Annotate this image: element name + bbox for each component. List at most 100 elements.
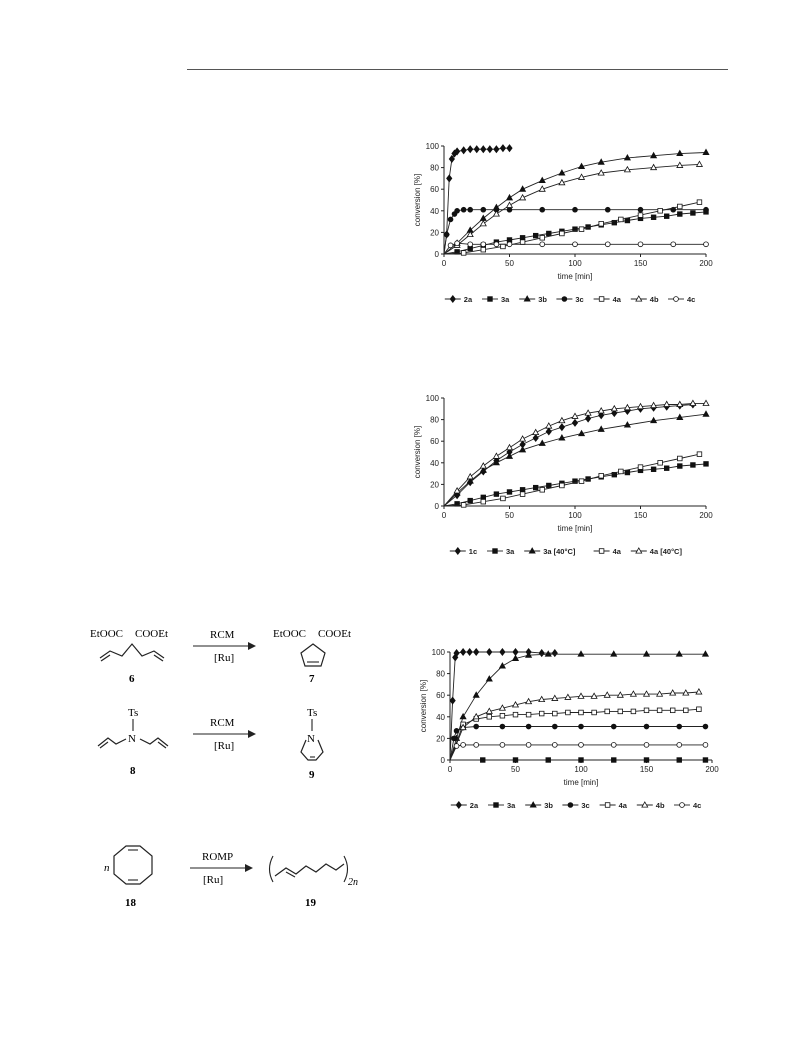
arrowhead-1 (248, 642, 256, 650)
data-point (493, 241, 500, 248)
scheme-rcm-8-9: Ts N 8 RCM [Ru] Ts N 9 (97, 707, 324, 780)
data-point (460, 742, 466, 748)
data-point (623, 421, 631, 428)
legend-marker (487, 296, 493, 302)
catalyst-label-1: [Ru] (214, 652, 234, 664)
series-line (443, 152, 707, 255)
data-point (695, 688, 703, 695)
data-point (676, 149, 684, 157)
data-point (703, 461, 709, 467)
data-point (702, 723, 709, 730)
legend-label: 1c (469, 547, 477, 556)
y-axis-label: conversion [%] (413, 174, 422, 226)
data-point (597, 407, 605, 414)
data-point (466, 472, 474, 480)
legend-label: 3a (506, 547, 515, 556)
data-point (624, 217, 631, 224)
series-line (443, 404, 693, 507)
compound-label-18: 18 (125, 897, 137, 909)
conversion-chart-2: 0 20 40 60 80 100 0 50 100 150 200 time [min] conver… (404, 388, 724, 573)
x-tick-label: 100 (574, 765, 588, 774)
data-point (578, 478, 585, 484)
data-point (656, 690, 664, 697)
data-point (564, 693, 572, 700)
data-point (677, 455, 683, 462)
data-point (670, 241, 677, 248)
data-point (460, 206, 467, 213)
data-point (446, 174, 453, 183)
legend-marker (528, 547, 536, 554)
data-point (598, 473, 604, 479)
data-point (683, 707, 689, 714)
legend-marker (493, 802, 499, 808)
data-point (663, 400, 671, 407)
data-point (479, 219, 487, 227)
data-point (532, 428, 540, 436)
data-point (485, 675, 493, 682)
legend-item-4a: 4a (593, 295, 622, 304)
chart-2-svg: 0 20 40 60 80 100 0 50 100 150 200 time [min] conver… (413, 394, 713, 556)
series-line (449, 653, 706, 761)
legend-item-4b: 4b (630, 295, 659, 304)
legend-item-2a: 2a (444, 294, 473, 304)
legend-marker (449, 294, 456, 304)
y-tick-label: 100 (432, 648, 446, 657)
data-point (493, 491, 500, 497)
data-point (499, 713, 506, 719)
bracket-right-19 (343, 855, 349, 883)
data-point (538, 185, 546, 192)
y-tick-label: 0 (441, 756, 446, 765)
x-tick-label: 200 (699, 259, 713, 268)
data-point (519, 185, 527, 192)
y-tick-label: 100 (426, 394, 440, 403)
data-point (578, 742, 584, 748)
scheme-romp-18-19: n 18 ROMP [Ru] 2n 19 (104, 845, 358, 909)
data-point (636, 402, 645, 410)
legend-label: 3a (501, 295, 510, 304)
data-point (480, 757, 486, 763)
data-point (590, 692, 598, 699)
data-point (538, 649, 545, 658)
data-point (675, 650, 683, 657)
data-point (519, 435, 527, 442)
data-point (511, 654, 520, 661)
data-point (650, 401, 658, 409)
data-point (702, 742, 709, 748)
data-point (618, 216, 624, 223)
legend-label: 2a (470, 801, 479, 810)
data-point (610, 650, 618, 657)
data-point (657, 460, 663, 466)
conversion-chart-3: 0 20 40 60 80 100 0 50 100 150 200 time [min] conver… (410, 642, 730, 827)
data-point (546, 482, 552, 489)
legend-label: 4a [40°C] (650, 547, 683, 556)
polymer-chain-19 (274, 863, 345, 877)
data-point (532, 433, 539, 443)
series-4b (449, 688, 703, 761)
data-point (696, 451, 703, 457)
series-line (443, 201, 700, 255)
data-point (690, 462, 696, 468)
legend-item-3c: 3c (562, 801, 590, 810)
data-point (453, 486, 461, 494)
data-point (486, 714, 492, 720)
data-point (676, 757, 682, 763)
data-point (492, 210, 500, 217)
data-point (539, 241, 546, 248)
data-point (565, 709, 571, 716)
legend-item-4b: 4b (636, 801, 665, 810)
substituent-left-7: EtOOC (273, 628, 306, 640)
data-point (480, 241, 487, 248)
data-point (551, 649, 558, 658)
data-point (577, 692, 585, 699)
y-tick-label: 60 (430, 437, 439, 446)
series-line (443, 147, 510, 255)
data-point (597, 169, 605, 176)
legend-item-1c: 1c (449, 546, 477, 556)
data-point (702, 399, 710, 406)
y-tick-label: 20 (430, 228, 439, 237)
data-point (545, 422, 553, 429)
series-1c (443, 400, 697, 507)
y-tick-label: 0 (435, 250, 440, 259)
data-point (559, 482, 565, 489)
data-point (485, 707, 493, 714)
